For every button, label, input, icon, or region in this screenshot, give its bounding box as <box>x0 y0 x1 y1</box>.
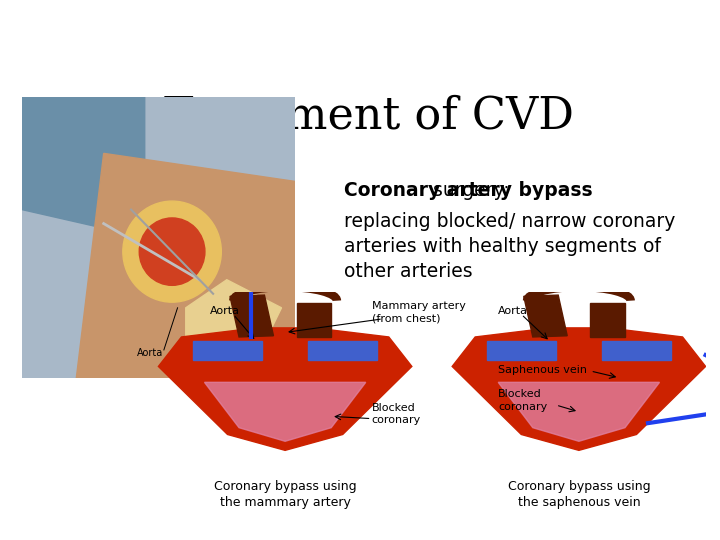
Polygon shape <box>22 97 145 238</box>
Text: replacing blocked/ narrow coronary
arteries with healthy segments of
other arter: replacing blocked/ narrow coronary arter… <box>344 212 675 281</box>
Text: Blocked
coronary: Blocked coronary <box>498 389 547 411</box>
Text: Coronary bypass using
the mammary artery: Coronary bypass using the mammary artery <box>214 480 356 509</box>
Circle shape <box>123 201 221 302</box>
Bar <box>487 341 556 360</box>
Bar <box>590 303 625 337</box>
Text: Aorta: Aorta <box>137 348 163 357</box>
Polygon shape <box>498 382 660 441</box>
Circle shape <box>139 218 205 285</box>
Text: Aorta: Aorta <box>210 306 240 316</box>
Text: Aorta: Aorta <box>498 306 528 316</box>
Bar <box>193 341 262 360</box>
Bar <box>230 295 274 337</box>
Text: Saphenous vein: Saphenous vein <box>498 365 588 375</box>
Polygon shape <box>76 153 295 378</box>
Text: Coronary artery bypass: Coronary artery bypass <box>344 181 593 200</box>
Bar <box>523 295 567 337</box>
Text: surgery:: surgery: <box>428 181 510 200</box>
Polygon shape <box>204 382 366 441</box>
Bar <box>602 341 671 360</box>
Text: Blocked
coronary: Blocked coronary <box>372 403 420 425</box>
Bar <box>308 341 377 360</box>
Polygon shape <box>452 328 706 450</box>
Bar <box>297 303 331 337</box>
Text: Coronary bypass using
the saphenous vein: Coronary bypass using the saphenous vein <box>508 480 650 509</box>
Text: Mammary artery
(from chest): Mammary artery (from chest) <box>372 301 465 323</box>
Polygon shape <box>186 280 282 364</box>
Text: Treatment of CVD: Treatment of CVD <box>164 94 574 137</box>
Polygon shape <box>158 328 412 450</box>
